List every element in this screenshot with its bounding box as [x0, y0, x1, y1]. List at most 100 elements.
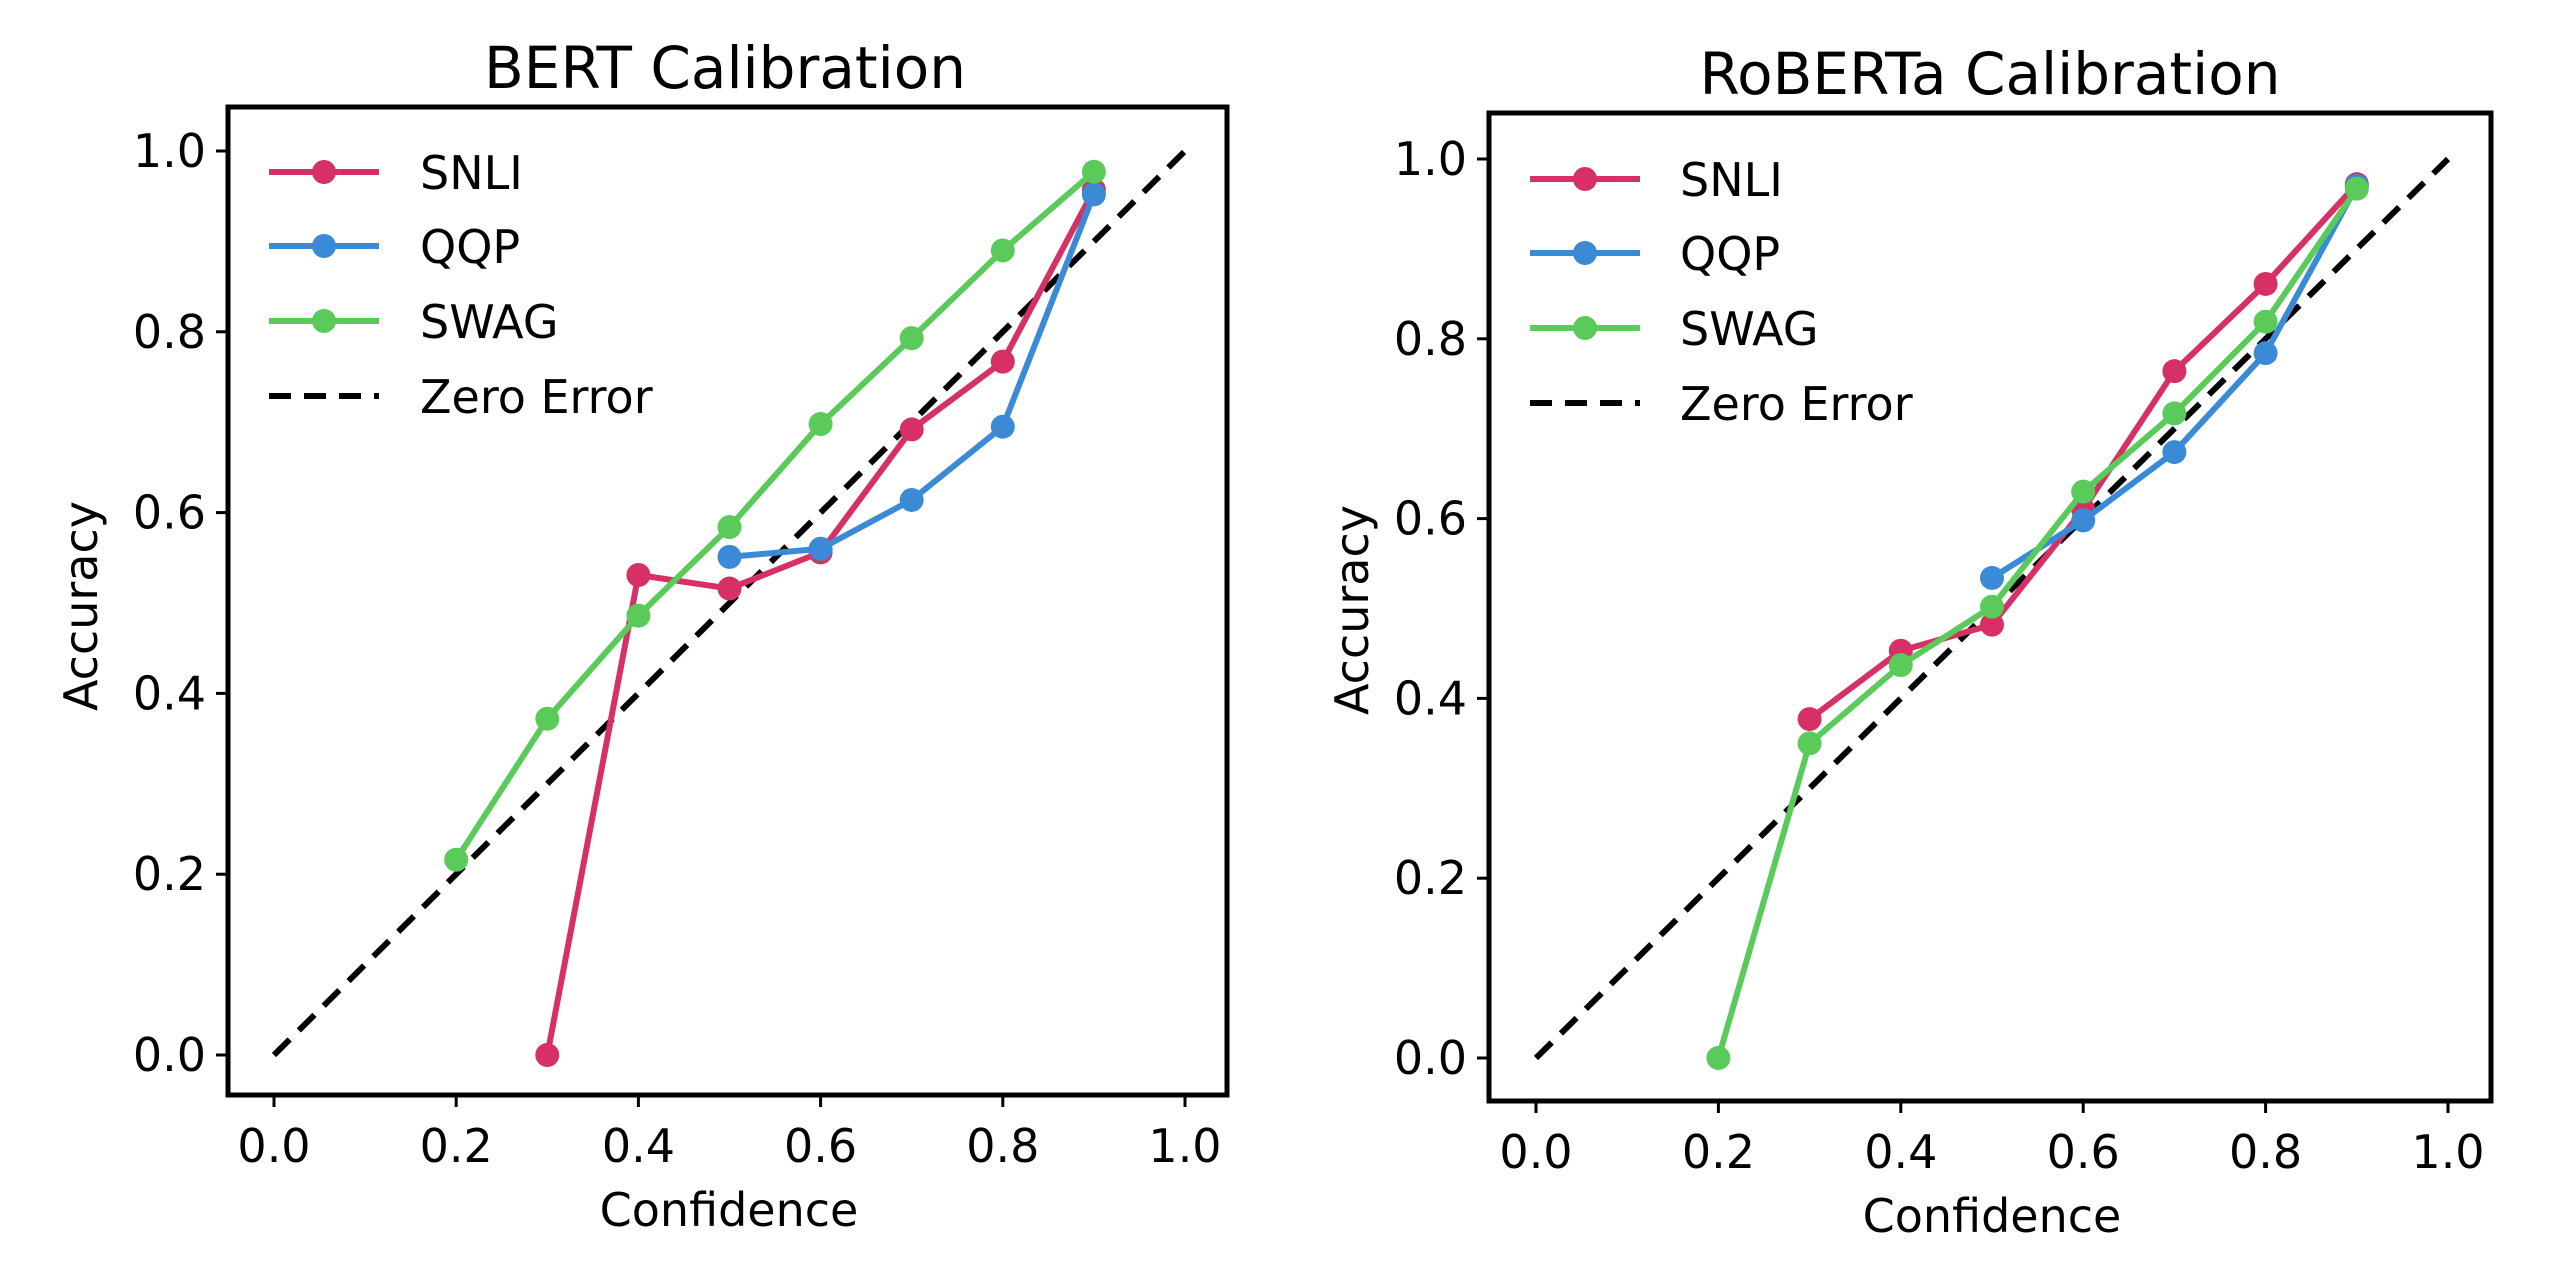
- y-axis-label: Accuracy: [1325, 505, 1379, 715]
- legend-item-snli: SNLI: [269, 146, 523, 200]
- axes-frame: [1486, 110, 2494, 1104]
- y-tick-label: 0.0: [133, 1028, 206, 1082]
- x-tick-label: 0.4: [1864, 1125, 1937, 1179]
- data-point-swag: [1888, 653, 1913, 678]
- data-point-snli: [990, 349, 1015, 374]
- axes-frame: [225, 104, 1230, 1098]
- x-tick-label: 0.6: [784, 1119, 857, 1173]
- x-tick-label: 1.0: [2411, 1125, 2484, 1179]
- x-tick-label: 0.8: [2229, 1125, 2302, 1179]
- plot-area: 0.0 0.2 0.4 0.6 0.8 1.0 0.0 0.2 0.4 0.6 0.8 1.0: [1394, 110, 2494, 1179]
- chart-title: BERT Calibration: [484, 34, 966, 102]
- data-point-swag: [2162, 401, 2187, 426]
- roberta-calibration-panel: RoBERTa Calibration Accuracy Confidence …: [1325, 40, 2494, 1243]
- x-tick-label: 0.2: [1682, 1125, 1755, 1179]
- x-tick-label: 1.0: [1148, 1119, 1221, 1173]
- data-point-swag: [1980, 594, 2004, 619]
- bert-calibration-panel: BERT Calibration Accuracy Confidence 0.0…: [54, 34, 1230, 1237]
- data-point-qqp: [990, 414, 1015, 439]
- data-point-swag: [2071, 479, 2096, 504]
- legend-marker-swag: [1573, 316, 1597, 340]
- y-tick-label: 0.2: [133, 847, 206, 901]
- legend-item-zero-error: Zero Error: [269, 370, 653, 424]
- legend-label-zero-error: Zero Error: [1680, 377, 1913, 431]
- legend-label-snli: SNLI: [1680, 153, 1783, 207]
- data-point-snli: [1797, 707, 1822, 732]
- x-tick-label: 0.0: [1499, 1125, 1572, 1179]
- legend-label-swag: SWAG: [1680, 302, 1818, 356]
- series-line-snli: [1806, 181, 2360, 723]
- legend-item-swag: SWAG: [269, 295, 558, 349]
- legend-item-zero-error: Zero Error: [1530, 377, 1913, 431]
- legend-marker-swag: [312, 309, 336, 333]
- legend-item-qqp: QQP: [1530, 227, 1780, 281]
- data-point-swag: [990, 238, 1015, 263]
- legend: SNLI QQP SWAG Zero Error: [1530, 153, 1913, 431]
- x-tick-label: 0.6: [2047, 1125, 2120, 1179]
- legend-label-swag: SWAG: [420, 295, 558, 349]
- x-tick-label: 0.2: [420, 1119, 493, 1173]
- data-point-snli: [2253, 271, 2278, 296]
- data-point-qqp: [808, 536, 833, 561]
- legend-label-snli: SNLI: [420, 146, 523, 200]
- data-point-qqp: [899, 487, 924, 512]
- data-point-swag: [717, 515, 742, 540]
- data-point-swag: [2253, 309, 2278, 334]
- data-point-qqp: [2162, 440, 2187, 465]
- legend-label-zero-error: Zero Error: [420, 370, 653, 424]
- series-line-swag: [1715, 185, 2360, 1061]
- x-tick-label: 0.0: [237, 1119, 310, 1173]
- legend-marker-qqp: [312, 234, 336, 258]
- data-point-swag: [444, 847, 469, 872]
- y-tick-label: 0.6: [133, 486, 206, 540]
- chart-title: RoBERTa Calibration: [1699, 40, 2280, 108]
- legend-item-snli: SNLI: [1530, 153, 1783, 207]
- data-point-snli: [535, 1043, 560, 1067]
- legend-item-qqp: QQP: [269, 220, 520, 274]
- data-point-swag: [808, 412, 833, 437]
- y-tick-label: 0.2: [1394, 851, 1467, 905]
- data-point-qqp: [2071, 508, 2096, 533]
- legend: SNLI QQP SWAG Zero Error: [269, 146, 653, 424]
- y-tick-label: 0.8: [133, 305, 206, 359]
- data-point-snli: [717, 576, 742, 601]
- x-axis-label: Confidence: [600, 1183, 859, 1237]
- series-line-swag: [453, 168, 1097, 863]
- plot-area: 0.0 0.2 0.4 0.6 0.8 1.0 0.0 0.2 0.4 0.6 0.8 1.0: [133, 104, 1230, 1173]
- data-point-snli: [899, 417, 924, 442]
- data-point-qqp: [1980, 565, 2004, 590]
- legend-label-qqp: QQP: [1680, 227, 1780, 281]
- x-tick-label: 0.8: [966, 1119, 1039, 1173]
- x-tick-label: 0.4: [602, 1119, 675, 1173]
- legend-marker-qqp: [1573, 241, 1597, 265]
- y-tick-label: 0.8: [1394, 312, 1467, 366]
- y-tick-label: 0.6: [1394, 492, 1467, 546]
- y-tick-label: 0.0: [1394, 1031, 1467, 1085]
- data-point-swag: [535, 706, 560, 731]
- zero-error-line: [271, 148, 1188, 1058]
- legend-label-qqp: QQP: [420, 220, 520, 274]
- data-point-swag: [1797, 731, 1822, 756]
- legend-marker-snli: [1573, 167, 1597, 191]
- y-tick-label: 0.4: [133, 666, 206, 720]
- data-point-qqp: [1081, 182, 1106, 207]
- data-point-qqp: [717, 544, 742, 569]
- x-axis-label: Confidence: [1863, 1189, 2122, 1243]
- legend-item-swag: SWAG: [1530, 302, 1818, 356]
- data-point-snli: [1980, 612, 2004, 637]
- data-point-snli: [2162, 359, 2187, 384]
- data-point-swag: [2344, 176, 2369, 201]
- legend-marker-snli: [312, 160, 336, 184]
- data-point-snli: [626, 562, 651, 587]
- data-point-swag: [1081, 159, 1106, 184]
- data-point-swag: [899, 326, 924, 351]
- y-tick-label: 0.4: [1394, 671, 1467, 725]
- data-point-swag: [626, 603, 651, 628]
- data-point-swag: [1706, 1046, 1731, 1070]
- y-tick-label: 1.0: [133, 124, 206, 178]
- data-point-qqp: [2253, 341, 2278, 366]
- y-axis-label: Accuracy: [54, 501, 108, 711]
- y-tick-label: 1.0: [1394, 132, 1467, 186]
